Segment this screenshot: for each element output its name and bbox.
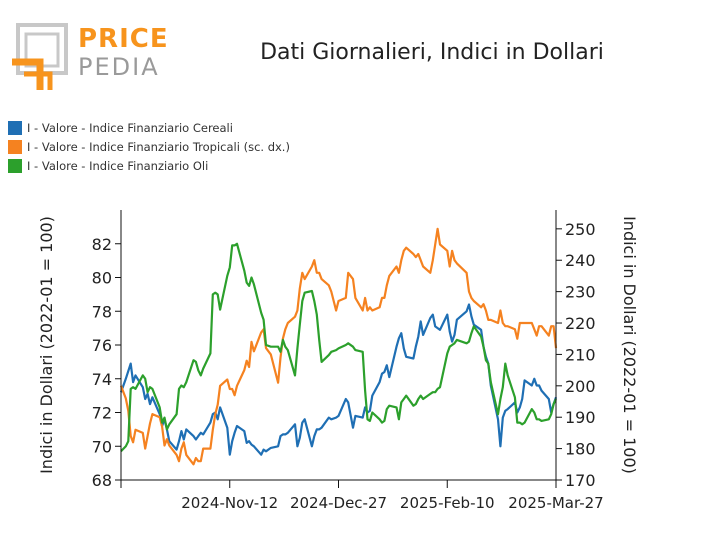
y-right-tick-label: 250 bbox=[565, 220, 596, 239]
y-right-tick-label: 240 bbox=[565, 251, 596, 270]
y-right-tick-label: 210 bbox=[565, 345, 596, 364]
logo-word-price: PRICE bbox=[78, 24, 169, 54]
y-right-tick-label: 230 bbox=[565, 283, 596, 302]
y-left-tick-label: 70 bbox=[92, 437, 112, 456]
y-right-tick-label: 170 bbox=[565, 471, 596, 490]
y-left-tick-label: 74 bbox=[92, 370, 112, 389]
chart-title: Dati Giornalieri, Indici in Dollari bbox=[260, 40, 604, 65]
x-tick-label: 2024-Dec-27 bbox=[290, 494, 387, 512]
y-left-tick-label: 80 bbox=[92, 269, 112, 288]
series-line-2 bbox=[119, 227, 558, 466]
logo-mark-icon bbox=[12, 23, 68, 90]
y-left-axis-label: Indici in Dollari (2022-01 = 100) bbox=[37, 216, 56, 474]
y-left-tick-label: 76 bbox=[92, 336, 112, 355]
legend-swatch bbox=[8, 139, 22, 154]
y-left-tick-label: 78 bbox=[92, 302, 112, 321]
legend-item-cereali[interactable]: I - Valore - Indice Finanziario Cereali bbox=[8, 118, 290, 137]
y-right-tick-label: 190 bbox=[565, 408, 596, 427]
legend-item-oli[interactable]: I - Valore - Indice Finanziario Oli bbox=[8, 156, 290, 175]
y-left-tick-label: 68 bbox=[92, 471, 112, 490]
y-right-tick-label: 200 bbox=[565, 377, 596, 396]
x-tick-label: 2025-Feb-10 bbox=[400, 494, 495, 512]
pricepedia-logo: PRICE PEDIA bbox=[10, 22, 168, 92]
y-left-tick-label: 72 bbox=[92, 404, 112, 423]
legend-swatch bbox=[8, 158, 22, 173]
logo-word-pedia: PEDIA bbox=[78, 53, 160, 81]
y-right-tick-label: 180 bbox=[565, 440, 596, 459]
y-left-tick-label: 82 bbox=[92, 235, 112, 254]
series-line-3 bbox=[120, 242, 557, 453]
y-right-axis-label: Indici in Dollari (2022-01 = 100) bbox=[620, 216, 639, 474]
x-tick-label: 2025-Mar-27 bbox=[508, 494, 603, 512]
plot-lines bbox=[119, 227, 558, 466]
x-tick-label: 2024-Nov-12 bbox=[181, 494, 278, 512]
legend-label: I - Valore - Indice Finanziario Cereali bbox=[27, 120, 233, 135]
legend-label: I - Valore - Indice Finanziario Oli bbox=[27, 158, 209, 173]
legend-item-tropicali[interactable]: I - Valore - Indice Finanziario Tropical… bbox=[8, 137, 290, 156]
legend-swatch bbox=[8, 120, 22, 135]
axes: 68 70 72 74 76 78 80 82 170 180 190 200 210 220 230 240… bbox=[37, 210, 639, 512]
chart-legend: I - Valore - Indice Finanziario Cereali … bbox=[8, 118, 290, 175]
y-right-tick-label: 220 bbox=[565, 314, 596, 333]
legend-label: I - Valore - Indice Finanziario Tropical… bbox=[27, 139, 290, 154]
